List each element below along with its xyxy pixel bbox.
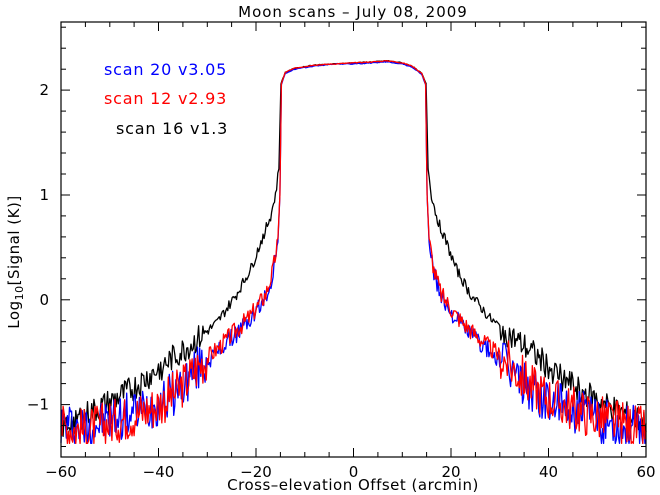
x-tick-label: 20 — [441, 463, 460, 481]
x-tick-label: −20 — [240, 463, 272, 481]
x-tick-label: 60 — [636, 463, 655, 481]
chart-title: Moon scans – July 08, 2009 — [238, 3, 468, 21]
legend-entry-scan-20: scan 20 v3.05 — [104, 60, 227, 79]
y-tick-label: 0 — [39, 291, 49, 309]
y-tick-label: 1 — [39, 186, 49, 204]
series-line-scan-16 — [60, 59, 647, 437]
x-tick-label: −40 — [143, 463, 175, 481]
y-axis-label: Log10[Signal (K)] — [5, 195, 26, 328]
legend: scan 20 v3.05 scan 12 v2.93 scan 16 v1.3 — [104, 60, 228, 138]
x-tick-label: −60 — [45, 463, 77, 481]
legend-entry-scan-16: scan 16 v1.3 — [116, 119, 228, 138]
x-axis-label: Cross–elevation Offset (arcmin) — [227, 476, 479, 494]
y-axis-label-prefix: Log — [5, 300, 23, 328]
y-tick-label: 2 — [39, 81, 49, 99]
y-axis-label-suffix: [Signal (K)] — [5, 195, 23, 285]
legend-entry-scan-12: scan 12 v2.93 — [104, 89, 227, 108]
y-axis-label-subscript: 10 — [13, 285, 26, 300]
x-tick-label: 40 — [539, 463, 558, 481]
x-tick-label: 0 — [349, 463, 359, 481]
series-layer — [60, 59, 647, 445]
series-line-scan-12 — [60, 59, 647, 445]
ticks-layer: −60 −40 −20 0 20 40 60 −1 0 1 2 — [27, 22, 656, 481]
y-tick-label: −1 — [27, 396, 49, 414]
